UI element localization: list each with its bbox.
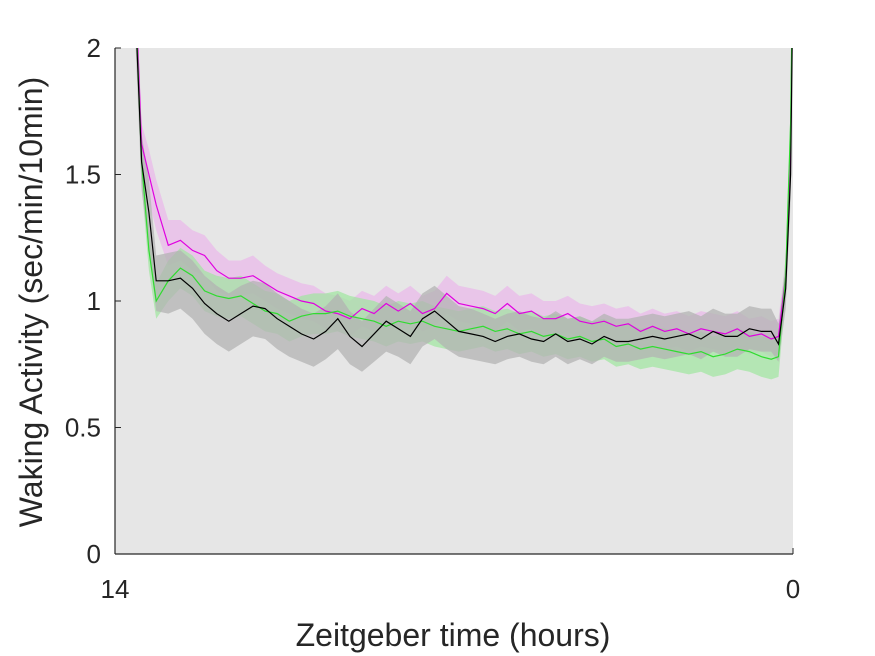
series-lines [136, 48, 793, 360]
y-tick-label: 1.5 [65, 160, 101, 190]
x-tick-label: 14 [101, 574, 130, 604]
series-2-error-band [135, 48, 793, 372]
x-axis-label: Zeitgeber time (hours) [296, 617, 611, 653]
series-0-line [137, 48, 793, 340]
series-1-error-band [136, 48, 792, 380]
y-tick-label: 0.5 [65, 413, 101, 443]
y-tick-label: 0 [87, 539, 101, 569]
y-axis-label: Waking Activity (sec/min/10min) [13, 77, 49, 527]
y-tick-label: 1 [87, 286, 101, 316]
series-1-line [136, 48, 793, 360]
x-ticks: 14 0 [101, 548, 800, 604]
x-tick-label: 0 [786, 574, 800, 604]
y-ticks: 0 0.5 1 1.5 2 [65, 33, 121, 569]
error-bands [135, 48, 793, 380]
y-tick-label: 2 [87, 33, 101, 63]
series-2-line [136, 48, 793, 348]
